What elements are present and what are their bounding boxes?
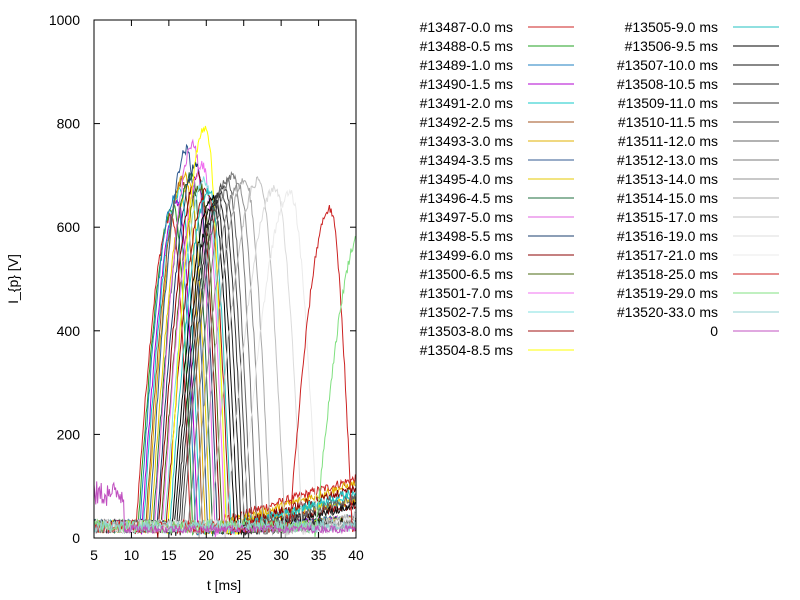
x-tick-label: 40 [348, 547, 364, 563]
legend-entry-label: #13506-9.5 ms [625, 38, 718, 54]
legend-entry-label: #13513-14.0 ms [617, 171, 718, 187]
axes-frame [93, 19, 357, 539]
legend-entry-label: #13501-7.0 ms [420, 285, 513, 301]
legend-entry-label: #13496-4.5 ms [420, 190, 513, 206]
legend-entry-label: #13492-2.5 ms [420, 114, 513, 130]
x-tick-label: 35 [311, 547, 327, 563]
legend-entry-label: #13491-2.0 ms [420, 95, 513, 111]
y-tick-label: 200 [57, 426, 81, 442]
legend-entry-label: #13493-3.0 ms [420, 133, 513, 149]
legend-entry-label: #13516-19.0 ms [617, 228, 718, 244]
legend-entry-label: #13510-11.5 ms [618, 114, 718, 130]
legend-entry-label: #13489-1.0 ms [420, 57, 513, 73]
legend-entry-label: #13494-3.5 ms [420, 152, 513, 168]
x-tick-label: 10 [124, 547, 140, 563]
y-tick-label: 800 [57, 116, 81, 132]
legend-entry-label: #13515-17.0 ms [617, 209, 718, 225]
legend-entry-label: #13499-6.0 ms [420, 247, 513, 263]
legend-entry-label: #13512-13.0 ms [617, 152, 718, 168]
y-tick-label: 0 [72, 530, 80, 546]
legend-entry-label: #13518-25.0 ms [617, 266, 718, 282]
legend-entry-label: #13504-8.5 ms [420, 342, 513, 358]
legend-entry-label: #13487-0.0 ms [420, 19, 513, 35]
legend-entry-label: #13502-7.5 ms [420, 304, 513, 320]
legend-entry-label: #13490-1.5 ms [420, 76, 513, 92]
legend-entry-label: #13507-10.0 ms [617, 57, 718, 73]
legend-entry-label: #13514-15.0 ms [617, 190, 718, 206]
legend-entry-label: #13488-0.5 ms [420, 38, 513, 54]
legend-entry-label: #13500-6.5 ms [420, 266, 513, 282]
legend-entry-label: #13509-11.0 ms [618, 95, 718, 111]
x-tick-label: 5 [90, 547, 98, 563]
series-line [94, 481, 356, 535]
legend-entry-label: #13520-33.0 ms [617, 304, 718, 320]
legend: #13487-0.0 ms #13488-0.5 ms #13489-1.0 ms #… [420, 19, 779, 358]
legend-entry-label: #13511-12.0 ms [618, 133, 718, 149]
x-tick-label: 15 [161, 547, 177, 563]
legend-entry-label: 0 [710, 323, 718, 339]
y-axis-title: I_{p} [V] [5, 254, 21, 304]
legend-entry-label: #13503-8.0 ms [420, 323, 513, 339]
legend-entry-label: #13498-5.5 ms [420, 228, 513, 244]
legend-entry-label: #13517-21.0 ms [617, 247, 718, 263]
x-tick-label: 25 [236, 547, 252, 563]
y-tick-label: 1000 [49, 12, 80, 28]
x-axis-title: t [ms] [207, 577, 241, 593]
y-tick-label: 600 [57, 219, 81, 235]
series-layer [94, 125, 356, 538]
legend-entry-label: #13505-9.0 ms [625, 19, 718, 35]
legend-entry-label: #13519-29.0 ms [617, 285, 718, 301]
legend-entry-label: #13495-4.0 ms [420, 171, 513, 187]
legend-entry-label: #13497-5.0 ms [420, 209, 513, 225]
legend-entry-label: #13508-10.5 ms [617, 76, 718, 92]
x-tick-label: 20 [198, 547, 214, 563]
x-tick-label: 30 [273, 547, 289, 563]
plot-border [93, 19, 357, 539]
y-tick-label: 400 [57, 323, 81, 339]
